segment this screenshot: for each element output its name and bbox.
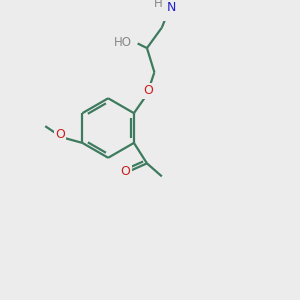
Text: HO: HO bbox=[114, 36, 132, 49]
Text: N: N bbox=[167, 1, 176, 14]
Text: O: O bbox=[121, 165, 130, 178]
Text: O: O bbox=[143, 84, 153, 97]
Text: H: H bbox=[154, 0, 163, 10]
Text: O: O bbox=[55, 128, 65, 141]
